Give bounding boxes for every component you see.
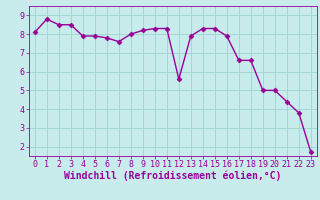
X-axis label: Windchill (Refroidissement éolien,°C): Windchill (Refroidissement éolien,°C) (64, 171, 282, 181)
